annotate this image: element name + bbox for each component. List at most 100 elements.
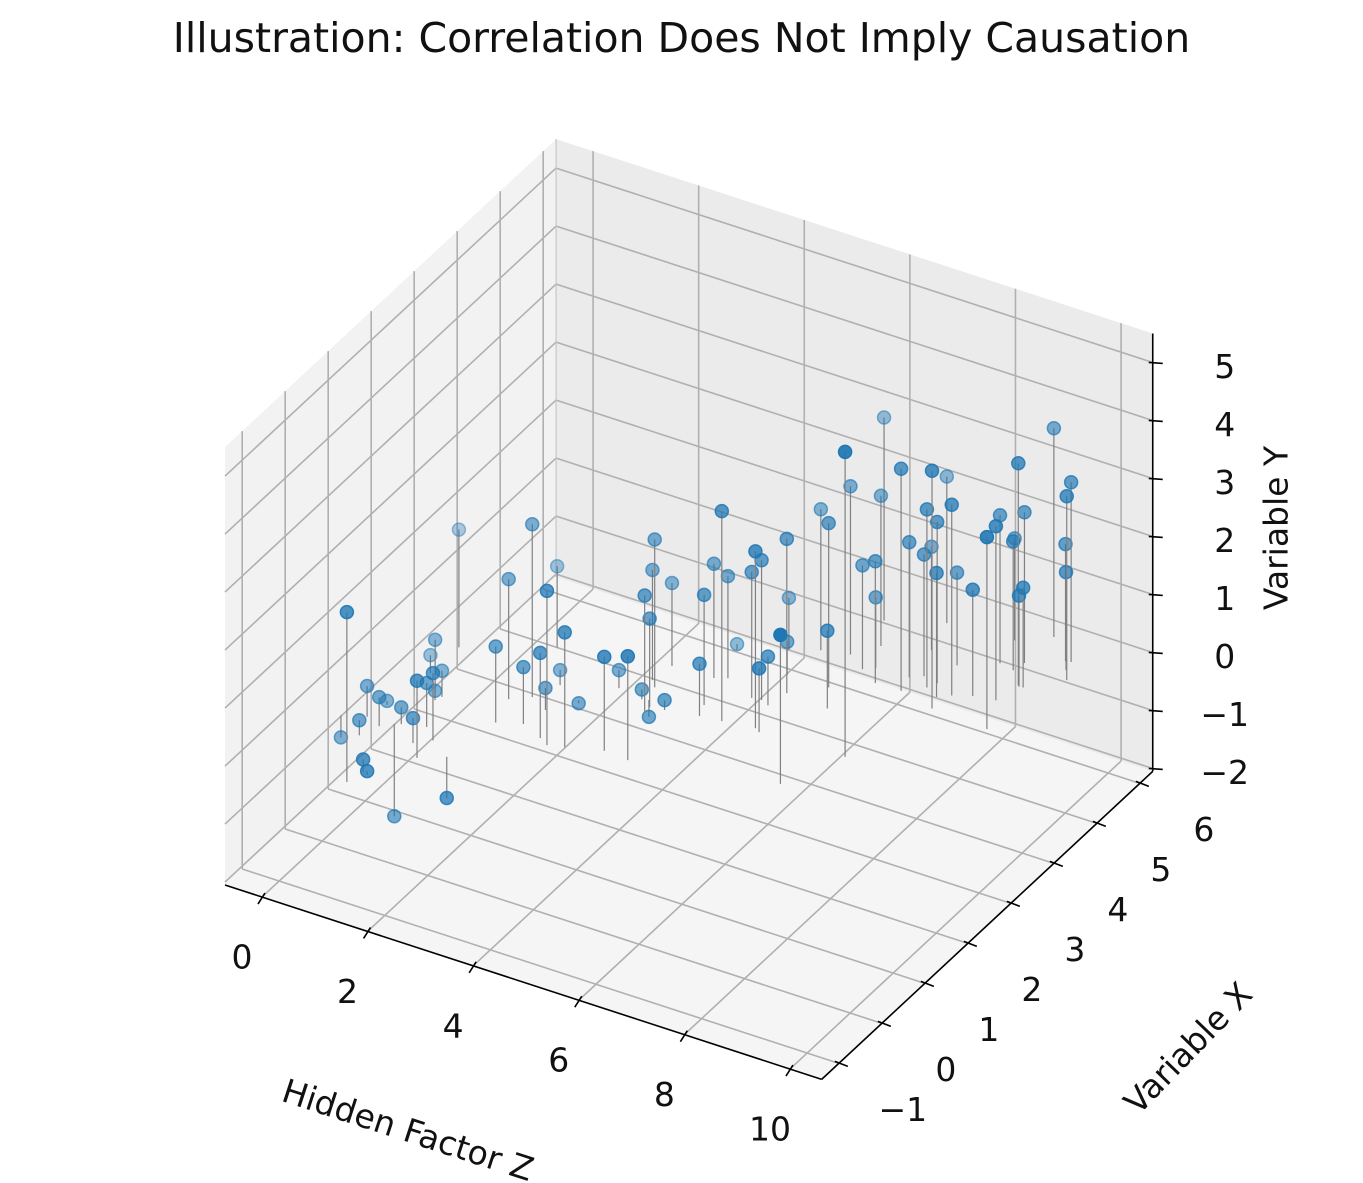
data-point <box>813 502 829 517</box>
y-tick-label: 0 <box>1214 637 1235 676</box>
gridline-left-y <box>224 283 557 593</box>
data-point <box>781 590 797 606</box>
data-point <box>657 692 672 708</box>
data-point <box>664 575 680 591</box>
y-tick-mark <box>1148 361 1163 365</box>
gridline-back-y <box>555 515 1153 712</box>
data-point <box>760 649 776 664</box>
data-point <box>501 571 516 587</box>
data-point <box>620 649 636 664</box>
data-point <box>1017 505 1032 520</box>
data-point <box>533 645 548 661</box>
z-tick-mark <box>468 961 477 974</box>
data-point <box>359 763 375 779</box>
z-tick-mark <box>362 927 372 939</box>
gridline-floor-x <box>284 828 883 1025</box>
data-point <box>855 558 870 573</box>
data-point <box>394 700 409 715</box>
data-point <box>611 662 627 678</box>
data-point <box>714 503 730 519</box>
y-tick-label: 2 <box>1214 521 1235 560</box>
x-tick-mark <box>877 1020 892 1028</box>
data-point <box>873 488 889 504</box>
y-tick-mark <box>1148 709 1163 713</box>
data-point <box>1005 534 1021 549</box>
data-point <box>901 534 917 550</box>
data-point <box>427 632 443 648</box>
y-tick-label: 1 <box>1214 579 1235 618</box>
data-point <box>634 682 650 697</box>
x-tick-label: 2 <box>1021 970 1042 1009</box>
data-point <box>1015 580 1031 595</box>
data-point <box>423 647 438 663</box>
data-point <box>439 790 454 806</box>
gridline-floor-x <box>241 868 840 1065</box>
z-tick-mark <box>257 892 266 905</box>
data-point <box>729 636 745 652</box>
x-tick-label: 3 <box>1064 930 1085 969</box>
data-point <box>1058 536 1073 552</box>
data-point <box>425 665 441 681</box>
data-point <box>371 689 387 705</box>
y-tick-mark <box>1148 419 1163 423</box>
x-tick-label: 4 <box>1107 890 1128 929</box>
gridline-floor-x <box>456 668 1055 865</box>
data-point <box>557 625 572 640</box>
data-point <box>988 518 1004 534</box>
x-tick-label: 5 <box>1150 850 1171 889</box>
data-point <box>779 531 795 547</box>
z-tick-label: 8 <box>654 1075 675 1114</box>
data-point <box>929 565 944 581</box>
data-point <box>549 559 565 574</box>
gridline-floor-x <box>542 588 1141 785</box>
data-point <box>939 469 955 484</box>
data-point <box>339 604 355 620</box>
x-tick-label: 1 <box>978 1010 999 1049</box>
x-tick-label: −1 <box>879 1090 928 1129</box>
data-point <box>645 562 660 578</box>
data-point <box>919 502 935 517</box>
data-point <box>642 611 657 626</box>
data-point <box>451 522 467 537</box>
gridline-floor-x <box>370 748 969 945</box>
gridline-back-y <box>555 225 1153 422</box>
left-pane <box>225 139 557 886</box>
data-point <box>1063 475 1079 490</box>
gridline-floor-z <box>789 760 1122 1070</box>
gridline-left-y <box>224 515 557 825</box>
y-tick-label: 4 <box>1214 405 1235 444</box>
data-point <box>696 587 712 603</box>
x-tick-mark <box>834 1060 849 1068</box>
gridline-left-y <box>224 457 557 767</box>
data-point <box>837 444 853 460</box>
gridline-left-y <box>224 573 557 883</box>
x-axis-label: Variable X <box>1116 974 1260 1121</box>
gridline-back-y <box>555 167 1153 364</box>
gridline-left-y <box>224 167 557 477</box>
data-point <box>571 696 586 711</box>
data-point <box>539 583 555 599</box>
data-point <box>748 544 763 559</box>
data-point <box>405 710 421 726</box>
data-point <box>949 565 965 580</box>
data-point <box>692 656 707 672</box>
data-point <box>979 529 995 545</box>
z-tick-label: 10 <box>749 1110 791 1149</box>
chart-title: Illustration: Correlation Does Not Imply… <box>172 14 1191 62</box>
data-point <box>516 659 531 675</box>
data-point <box>538 680 553 696</box>
x-tick-mark <box>1092 820 1107 828</box>
data-point <box>1046 420 1062 436</box>
data-point <box>359 678 375 694</box>
gridline-floor-x <box>413 708 1012 905</box>
y-tick-label: 3 <box>1214 463 1235 502</box>
y-axis-label: Variable Y <box>1257 445 1296 610</box>
y-tick-label: −1 <box>1200 695 1249 734</box>
gridline-left-y <box>224 225 557 535</box>
data-point <box>524 517 540 532</box>
data-point <box>965 582 980 598</box>
data-point <box>552 662 568 678</box>
data-point <box>1058 564 1074 580</box>
x-tick-label: 6 <box>1193 810 1214 849</box>
data-point <box>641 709 657 725</box>
